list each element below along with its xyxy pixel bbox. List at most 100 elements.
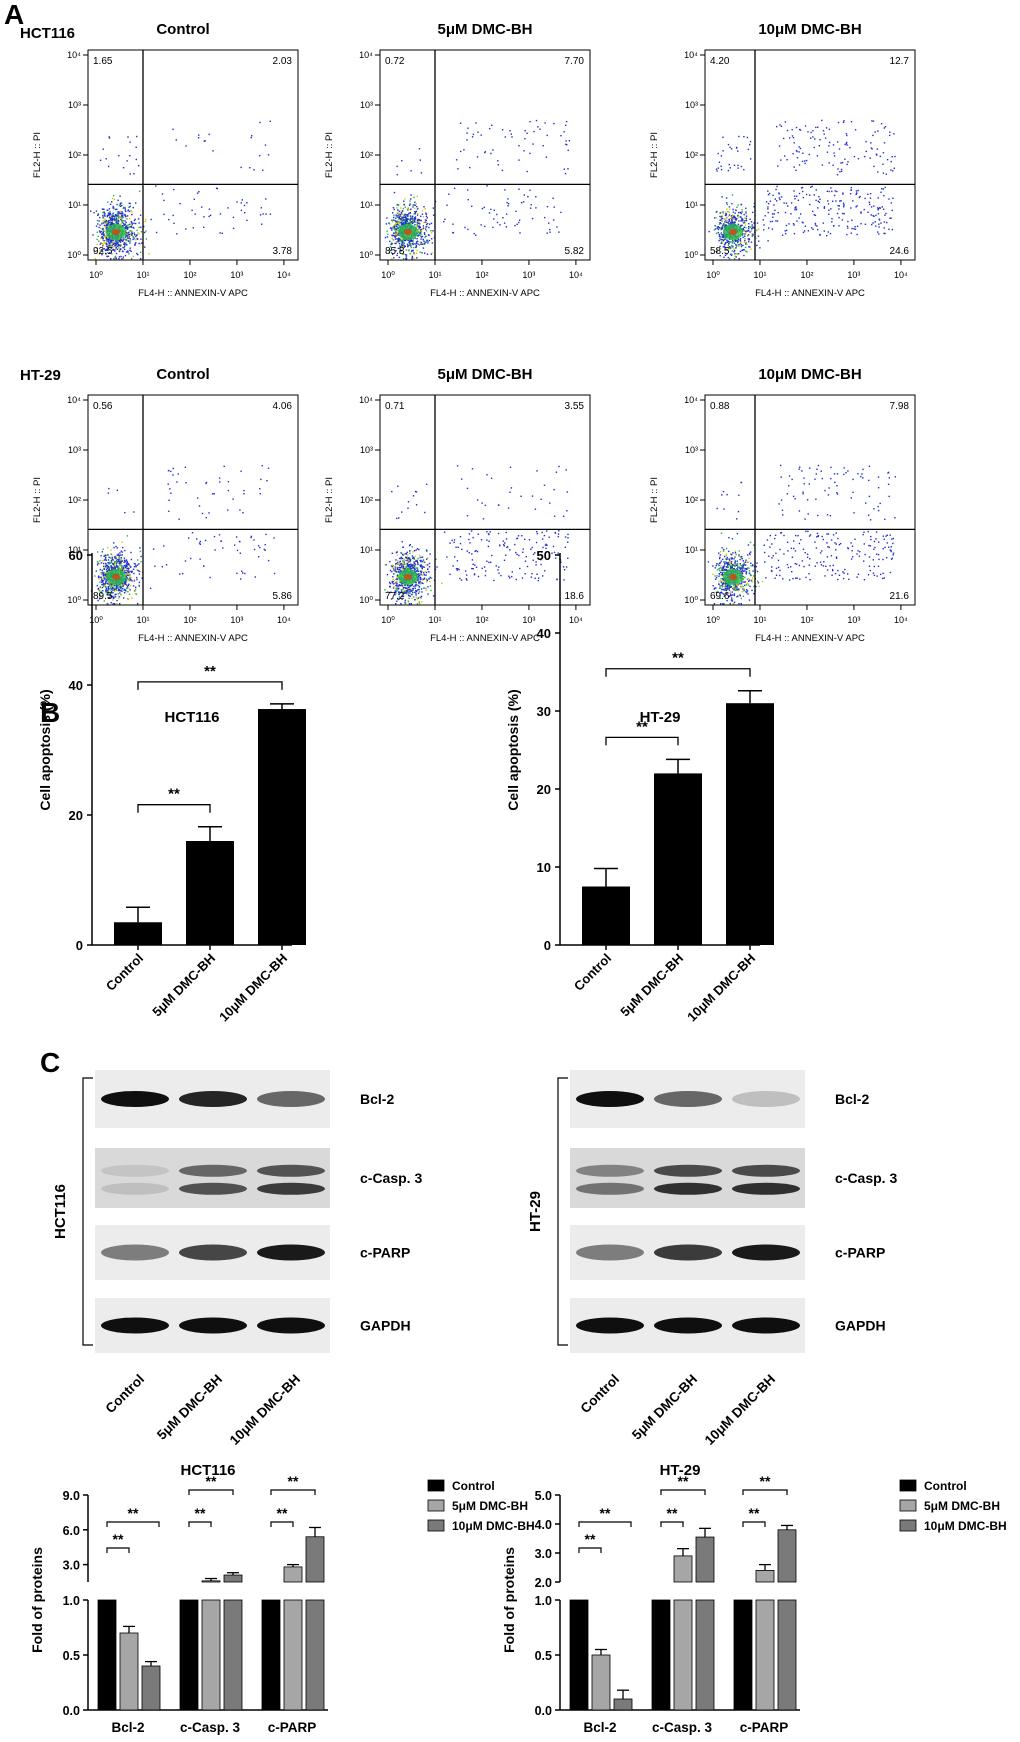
- flow-event-dot: [115, 566, 117, 568]
- flow-event-dot: [748, 567, 750, 569]
- flow-event-dot: [721, 228, 724, 230]
- flow-event-dot: [415, 252, 418, 254]
- flow-y-axis-label: FL2-H :: PI: [649, 132, 660, 178]
- flow-event-dot: [795, 206, 797, 208]
- flow-event-dot: [140, 555, 142, 558]
- flow-event-dot: [129, 249, 131, 251]
- flow-event-dot: [723, 256, 725, 258]
- flow-event-dot: [529, 121, 531, 123]
- flow-event-dot: [121, 566, 123, 568]
- flow-event-dot: [133, 237, 136, 239]
- flow-event-dot: [104, 213, 106, 215]
- flow-event-dot: [123, 224, 126, 226]
- flow-event-dot: [415, 596, 417, 598]
- flow-event-dot: [135, 593, 138, 595]
- flow-event-dot: [397, 247, 399, 250]
- flow-event-dot: [104, 215, 106, 217]
- flow-event-dot: [884, 214, 886, 216]
- flow-event-dot: [102, 222, 104, 224]
- flow-event-dot: [410, 590, 412, 593]
- flow-event-dot: [400, 557, 402, 559]
- flow-event-dot: [110, 595, 113, 597]
- flow-event-dot: [101, 233, 103, 235]
- flow-event-dot: [549, 231, 551, 233]
- flow-event-dot: [109, 567, 112, 569]
- flow-event-dot: [170, 492, 172, 494]
- flow-event-dot: [394, 565, 396, 567]
- flow-event-dot: [745, 218, 748, 221]
- flow-event-dot: [108, 556, 110, 558]
- flow-x-tick-label: 10⁰: [381, 615, 395, 625]
- flow-event-dot: [518, 554, 520, 557]
- flow-event-dot: [132, 238, 134, 241]
- flow-event-dot: [720, 228, 722, 230]
- flow-event-dot: [105, 580, 107, 582]
- flow-event-dot: [395, 249, 397, 252]
- flow-event-dot: [460, 579, 463, 581]
- flow-event-dot: [472, 536, 474, 539]
- flow-event-dot: [825, 127, 828, 129]
- flow-event-dot: [128, 226, 130, 228]
- flow-event-dot: [419, 596, 421, 599]
- flow-event-dot: [722, 211, 724, 213]
- flow-event-dot: [420, 243, 422, 245]
- flow-event-dot: [546, 232, 548, 234]
- flow-event-dot: [99, 586, 101, 588]
- flow-event-dot: [148, 253, 150, 255]
- flow-event-dot: [428, 571, 430, 573]
- flow-event-dot: [409, 244, 412, 246]
- flow-event-dot: [397, 241, 400, 243]
- flow-event-dot: [113, 215, 115, 218]
- flow-event-dot: [413, 566, 415, 569]
- flow-event-dot: [389, 249, 392, 252]
- flow-event-dot: [817, 126, 819, 128]
- flow-event-dot: [777, 165, 779, 167]
- flow-event-dot: [429, 553, 431, 555]
- flow-event-dot: [430, 253, 432, 255]
- flow-event-dot: [730, 566, 732, 568]
- flow-event-dot: [750, 158, 752, 160]
- flow-event-dot: [124, 245, 126, 247]
- flow-event-dot: [136, 564, 139, 566]
- flow-event-dot: [421, 213, 424, 215]
- flow-event-dot: [394, 246, 396, 249]
- flow-event-dot: [194, 213, 196, 215]
- flow-event-dot: [205, 481, 208, 484]
- flow-event-dot: [406, 568, 408, 570]
- flow-event-dot: [103, 572, 105, 574]
- flow-event-dot: [389, 582, 391, 585]
- flow-event-dot: [133, 580, 136, 582]
- flow-event-dot: [125, 210, 127, 213]
- flow-event-dot: [869, 197, 872, 199]
- flow-event-dot: [769, 220, 772, 223]
- flow-event-dot: [417, 235, 419, 237]
- flow-event-dot: [402, 238, 404, 241]
- flow-event-dot: [421, 579, 424, 581]
- flow-event-dot: [106, 591, 108, 594]
- flow-event-dot: [418, 591, 421, 593]
- flow-event-dot: [102, 559, 104, 562]
- flow-event-dot: [730, 247, 732, 249]
- flow-event-dot: [392, 578, 394, 581]
- flow-event-dot: [418, 601, 421, 603]
- flow-event-dot: [122, 240, 124, 242]
- flow-x-tick-label: 10⁰: [706, 270, 720, 280]
- flow-event-dot: [475, 234, 477, 236]
- quadrant-upper-left: 0.56: [93, 401, 113, 412]
- flow-event-dot: [847, 547, 850, 550]
- flow-event-dot: [184, 466, 187, 468]
- flow-event-dot: [780, 196, 783, 198]
- flow-event-dot: [889, 571, 892, 574]
- flow-event-dot: [123, 561, 125, 564]
- flow-event-dot: [129, 565, 132, 567]
- flow-event-dot: [737, 253, 740, 255]
- flow-event-dot: [239, 540, 241, 543]
- flow-y-tick-label: 10⁴: [684, 50, 698, 60]
- flow-event-dot: [131, 222, 133, 224]
- flow-event-dot: [112, 243, 114, 245]
- flow-event-dot: [405, 220, 407, 222]
- flow-event-dot: [422, 582, 424, 585]
- flow-event-dot: [416, 257, 418, 259]
- flow-event-dot: [103, 242, 106, 244]
- flow-event-dot: [126, 564, 128, 567]
